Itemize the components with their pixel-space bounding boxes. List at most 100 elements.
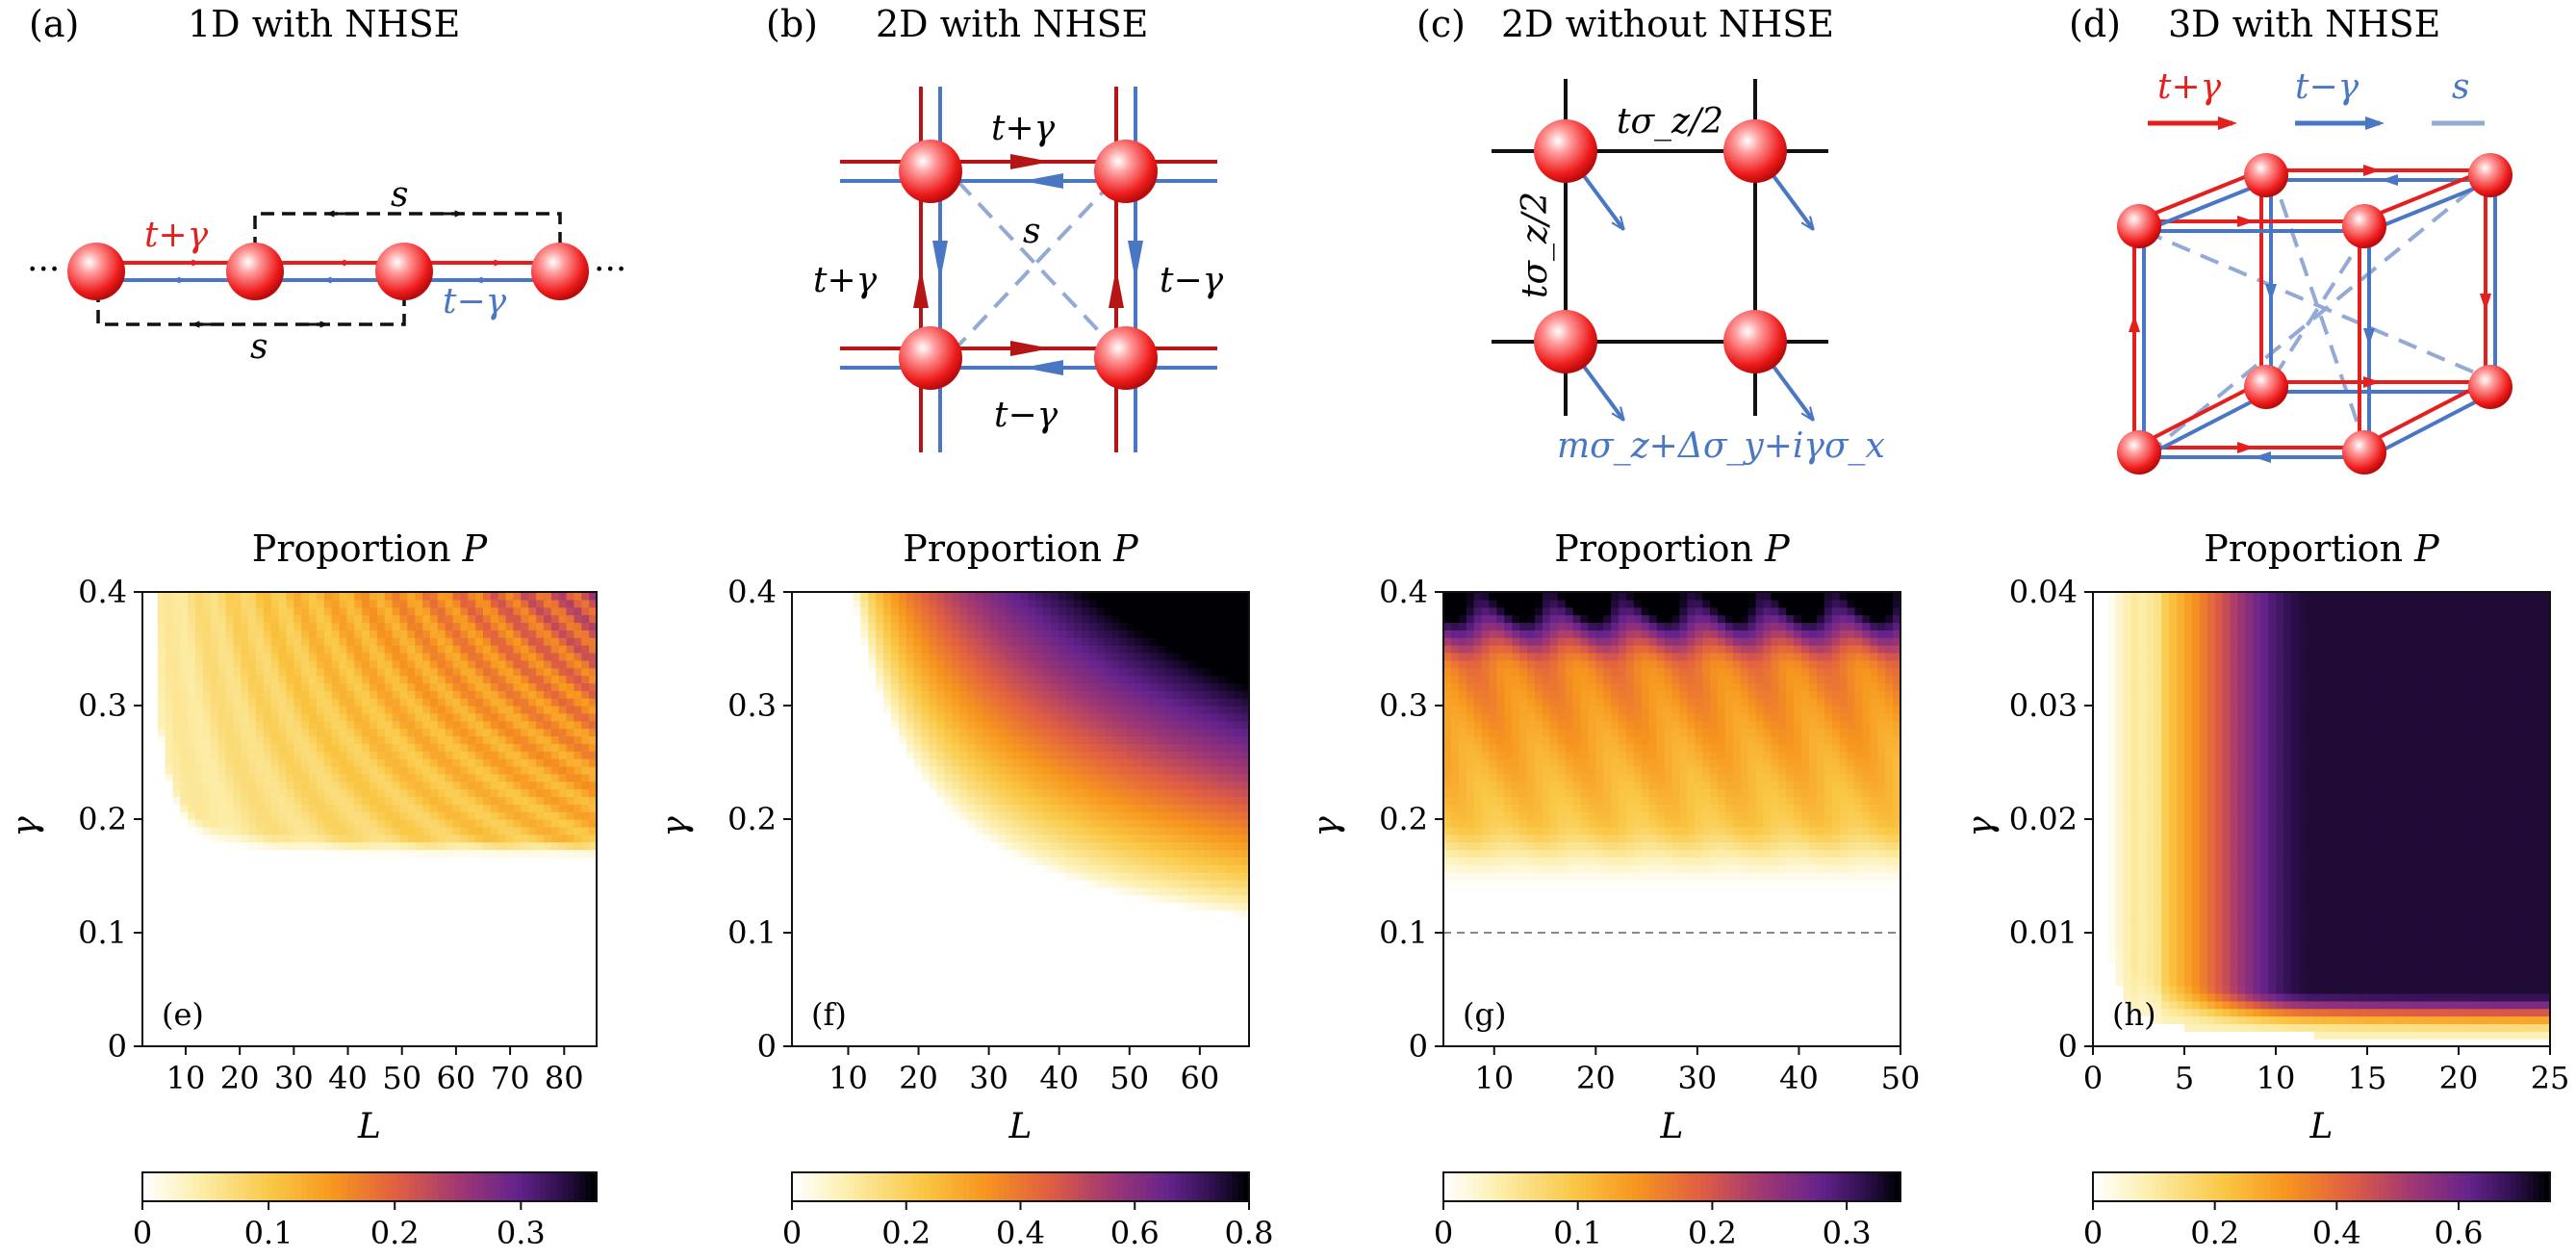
heatmap-cell: [384, 622, 394, 630]
heatmap-cell: [497, 606, 507, 616]
heatmap-cell: [1595, 720, 1604, 730]
heatmap-cell: [1203, 592, 1212, 601]
heatmap-cell: [1012, 788, 1022, 797]
heatmap-cell: [1481, 735, 1491, 744]
heatmap-cell: [475, 834, 484, 843]
heatmap-cell: [513, 758, 522, 767]
heatmap-cell: [1241, 645, 1250, 654]
heatmap-cell: [460, 781, 469, 790]
heatmap-cell: [475, 735, 484, 744]
heatmap-cell: [422, 735, 431, 744]
heatmap-cell: [1450, 773, 1460, 783]
heatmap-cell: [1142, 849, 1151, 858]
heatmap-cell: [1580, 857, 1590, 865]
heatmap-cell: [452, 667, 461, 677]
heatmap-cell: [1035, 735, 1044, 744]
heatmap-cell: [1164, 834, 1174, 843]
heatmap-cell: [1081, 849, 1090, 858]
heatmap-cell: [399, 743, 408, 752]
heatmap-cell: [1458, 667, 1467, 677]
heatmap-cell: [415, 841, 423, 851]
heatmap-cell: [1595, 667, 1604, 677]
heatmap-cell: [157, 735, 166, 744]
heatmap-cell: [997, 796, 1007, 805]
heatmap-cell: [445, 706, 454, 714]
heatmap-cell: [1565, 659, 1574, 669]
heatmap-cell: [1073, 765, 1083, 775]
heatmap-cell: [1012, 690, 1022, 699]
heatmap-cell: [370, 796, 378, 805]
heatmap-cell: [574, 622, 582, 630]
heatmap-cell: [1234, 849, 1242, 858]
heatmap-cell: [1142, 788, 1151, 797]
heatmap-cell: [1226, 910, 1235, 918]
heatmap-cell: [1172, 614, 1182, 624]
heatmap-cell: [1234, 826, 1242, 835]
heatmap-cell: [1111, 659, 1121, 669]
heatmap-cell: [248, 622, 257, 630]
heatmap-cell: [528, 652, 537, 661]
heatmap-cell: [256, 826, 265, 835]
heatmap-cell: [1012, 712, 1022, 722]
heatmap-cell: [1226, 675, 1235, 683]
heatmap-cell: [574, 659, 582, 669]
heatmap-cell: [1542, 743, 1551, 752]
heatmap-cell: [1557, 652, 1567, 661]
heatmap-cell: [1603, 690, 1612, 699]
heatmap-cell: [376, 841, 386, 851]
colorbar-segment: [307, 1172, 314, 1201]
heatmap-cell: [550, 751, 560, 759]
heatmap-cell: [1496, 614, 1505, 624]
heatmap-cell: [1535, 758, 1543, 767]
heatmap-cell: [1119, 857, 1128, 865]
heatmap-cell: [1619, 667, 1627, 677]
heatmap-cell: [293, 796, 302, 805]
heatmap-cell: [293, 826, 302, 835]
heatmap-cell: [286, 819, 294, 828]
heatmap-cell: [202, 599, 212, 608]
heatmap-cell: [1203, 728, 1212, 737]
heatmap-cell: [293, 743, 302, 752]
heatmap-cell: [1135, 675, 1143, 683]
heatmap-cell: [883, 599, 892, 608]
heatmap-cell: [233, 765, 242, 775]
heatmap-cell: [1527, 834, 1536, 843]
heatmap-cell: [362, 758, 370, 767]
heatmap-cell: [399, 706, 408, 714]
heatmap-cell: [1104, 652, 1113, 661]
heatmap-cell: [1012, 758, 1022, 767]
heatmap-cell: [278, 622, 288, 630]
colorbar-tick-label: 0.3: [497, 1215, 546, 1251]
heatmap-cell: [898, 735, 907, 744]
heatmap-cell: [263, 652, 272, 661]
colorbar-segment: [1088, 1172, 1096, 1201]
heatmap-cell: [346, 849, 355, 858]
colorbar-segment: [358, 1172, 365, 1201]
heatmap-cell: [331, 788, 341, 797]
heatmap-cell: [1005, 682, 1014, 691]
heatmap-cell: [437, 796, 446, 805]
heatmap-cell: [241, 690, 249, 699]
heatmap-cell: [989, 834, 999, 843]
heatmap-cell: [997, 675, 1007, 683]
heatmap-cell: [1203, 819, 1212, 828]
heatmap-cell: [437, 841, 446, 851]
heatmap-cell: [1595, 599, 1604, 608]
heatmap-cell: [1595, 735, 1604, 744]
heatmap-cell: [975, 743, 983, 752]
heatmap-cell: [898, 592, 907, 601]
heatmap-cell: [1557, 614, 1567, 624]
heatmap-cell: [1557, 728, 1567, 737]
heatmap-cell: [452, 720, 461, 730]
heatmap-cell: [1164, 659, 1174, 669]
heatmap-cell: [1572, 592, 1582, 601]
heatmap-cell: [1020, 765, 1030, 775]
heatmap-cell: [589, 652, 598, 661]
heatmap-cell: [1020, 796, 1030, 805]
colorbar-segment: [392, 1172, 399, 1201]
heatmap-cell: [1135, 773, 1143, 783]
heatmap-cell: [437, 751, 446, 759]
heatmap-cell: [370, 765, 378, 775]
heatmap-cell: [989, 788, 999, 797]
heatmap-cell: [1158, 826, 1166, 835]
